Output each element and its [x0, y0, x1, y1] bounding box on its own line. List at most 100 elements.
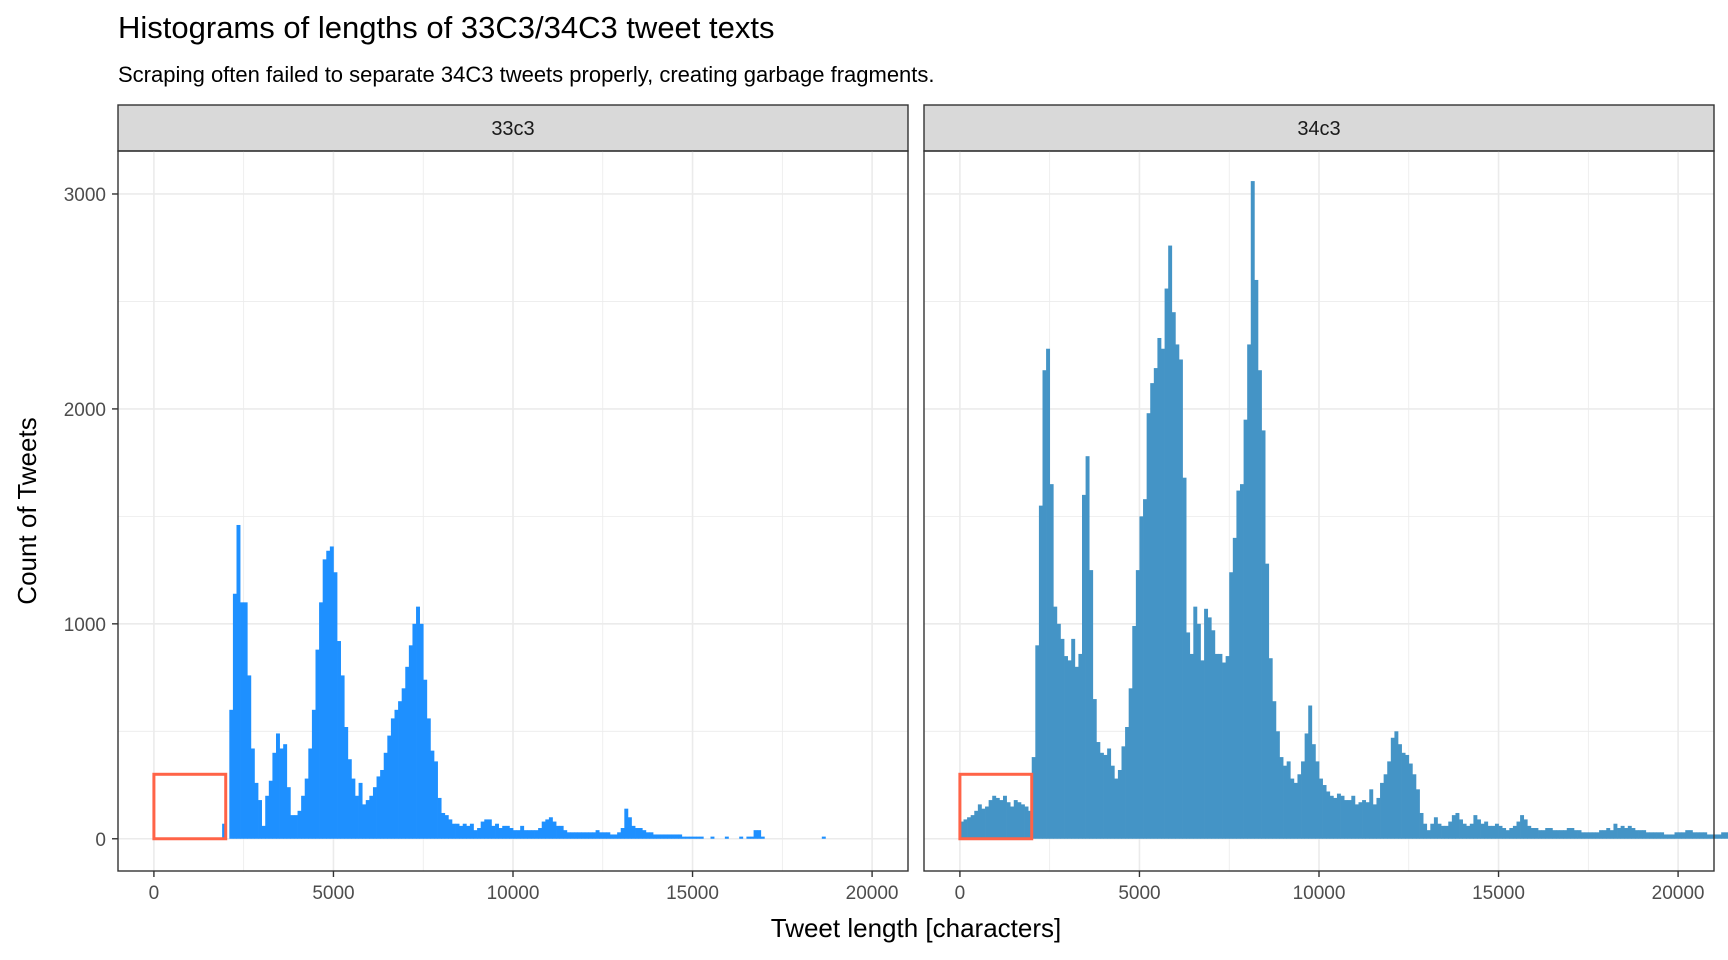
histogram-bar — [426, 718, 431, 839]
histogram-bar — [1103, 754, 1108, 839]
histogram-bar — [480, 821, 485, 839]
histogram-bar — [513, 830, 517, 839]
histogram-bar — [380, 769, 385, 839]
y-ticks-33c3: 0 1000 2000 3000 — [64, 185, 118, 851]
histogram-bar — [985, 806, 989, 839]
histogram-bar — [750, 836, 754, 839]
histogram-bar — [1031, 757, 1036, 839]
histogram-bar — [671, 834, 675, 839]
histogram-bar — [1462, 823, 1467, 839]
histogram-bar — [372, 787, 377, 839]
histogram-bar — [441, 812, 446, 839]
histogram-bar — [1706, 834, 1711, 839]
histogram-bar — [448, 819, 453, 839]
histogram-bar — [1624, 828, 1629, 839]
histogram-bar — [1114, 778, 1119, 839]
histogram-bar — [1204, 608, 1209, 839]
histogram-bar — [1301, 761, 1305, 839]
histogram-bar — [1333, 797, 1338, 839]
histogram-bar — [1117, 769, 1122, 839]
histogram-bar — [1401, 752, 1406, 839]
histogram-bar — [1247, 344, 1252, 839]
histogram-bar — [1545, 828, 1550, 839]
histogram-bar — [1394, 731, 1399, 839]
histogram-bar — [365, 800, 370, 839]
histogram-bar — [609, 834, 614, 839]
histogram-bar — [1236, 490, 1241, 839]
histogram-bar — [685, 836, 690, 839]
histogram-bar — [1703, 832, 1708, 839]
histogram-bar — [1498, 825, 1503, 839]
histogram-bar — [401, 688, 406, 839]
histogram-bar — [258, 800, 262, 839]
x-tick-label: 20000 — [1652, 883, 1705, 904]
histogram-bar — [1279, 757, 1284, 839]
histogram-bar — [1480, 823, 1485, 839]
histogram-bar — [667, 834, 672, 839]
histogram-bar — [322, 559, 327, 839]
histogram-bar — [236, 524, 241, 839]
histogram-bar — [1609, 830, 1614, 839]
histogram-bar — [1128, 688, 1133, 839]
histogram-bar — [963, 819, 968, 839]
histogram-bar — [1663, 834, 1668, 839]
histogram-bar — [1469, 823, 1474, 839]
histogram-bar — [469, 823, 474, 839]
histogram-bar — [1049, 484, 1054, 839]
histogram-bar — [1620, 825, 1625, 839]
histogram-bar — [556, 825, 561, 839]
histogram-bar — [462, 823, 467, 839]
histogram-bar — [1491, 825, 1496, 839]
histogram-bar — [340, 675, 345, 839]
histogram-bar — [1473, 815, 1478, 839]
histogram-bar — [1556, 830, 1560, 839]
histogram-bar — [423, 679, 428, 839]
histogram-bar — [498, 828, 503, 839]
histogram-bar — [1724, 832, 1728, 839]
histogram-bar — [620, 828, 625, 839]
histogram-bar — [1143, 499, 1147, 839]
histogram-bar — [1405, 754, 1410, 839]
histogram-bar — [821, 836, 826, 839]
histogram-bar — [1290, 778, 1295, 839]
histogram-bar — [390, 718, 395, 839]
histogram-bar — [1060, 638, 1065, 839]
histogram-bar — [412, 623, 417, 839]
histogram-bar — [1243, 419, 1248, 839]
histogram-bar — [1053, 606, 1058, 839]
histogram-bar — [1322, 785, 1327, 839]
histogram-bar — [1527, 825, 1532, 839]
strip-34c3 — [923, 104, 1715, 152]
histogram-bar — [272, 752, 277, 839]
histogram-bar — [1189, 653, 1194, 839]
histogram-bar — [588, 832, 593, 839]
histogram-bar — [638, 828, 643, 839]
histogram-bar — [232, 593, 237, 839]
histogram-bar — [1688, 830, 1693, 839]
histogram-bar — [1125, 727, 1130, 839]
histogram-bar — [1642, 830, 1647, 839]
histogram-bar — [534, 830, 539, 839]
histogram-bar — [495, 823, 499, 839]
histogram-bar — [1387, 761, 1392, 839]
histogram-bar — [1035, 645, 1040, 839]
y-tick-label: 2000 — [64, 400, 106, 421]
histogram-bar — [1028, 810, 1033, 839]
histogram-bar — [674, 834, 679, 839]
histogram-bar — [1520, 815, 1525, 839]
histogram-bar — [1362, 800, 1367, 839]
histogram-bar — [1257, 370, 1262, 839]
histogram-bar — [1344, 800, 1349, 839]
histogram-bar — [1329, 795, 1334, 839]
histogram-bar — [760, 836, 765, 839]
histogram-bar — [1218, 653, 1223, 839]
histogram-bar — [1146, 413, 1151, 839]
histogram-bar — [1010, 806, 1015, 839]
histogram-bar — [1275, 731, 1280, 839]
histogram-bar — [455, 823, 460, 839]
histogram-bar — [1595, 832, 1600, 839]
histogram-bar — [1182, 477, 1187, 839]
bars-34c3 — [959, 181, 1728, 839]
histogram-bar — [1046, 348, 1051, 839]
histogram-bar — [1074, 666, 1079, 839]
